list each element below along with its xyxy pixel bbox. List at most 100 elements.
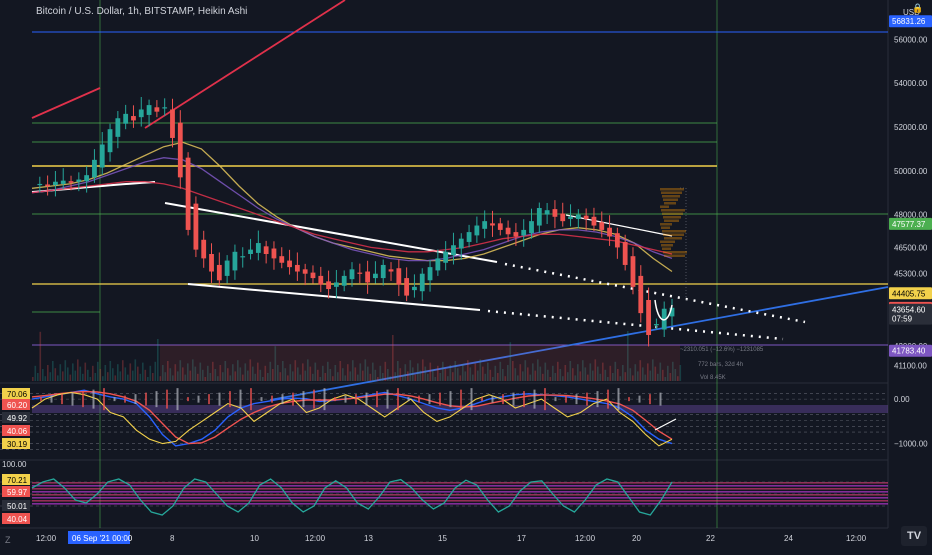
volume-profile-bar: [663, 198, 678, 201]
volume-bar: [362, 370, 364, 381]
volume-bar: [49, 372, 52, 381]
volume-bar: [124, 367, 127, 381]
candle: [92, 159, 97, 178]
volume-bar: [422, 359, 424, 381]
volume-bar: [489, 369, 492, 381]
candle: [482, 221, 488, 229]
volume-bar: [519, 364, 522, 381]
volume-profile-bar: [662, 247, 671, 250]
volume-bar: [389, 376, 392, 381]
candle: [380, 264, 386, 279]
osc-histogram-bar: [628, 397, 630, 402]
volume-bar: [62, 371, 64, 381]
volume-bar: [202, 369, 204, 381]
volume-bar: [344, 375, 347, 381]
rsi-band: [32, 494, 888, 496]
volume-bar: [574, 375, 577, 381]
volume-bar: [614, 361, 617, 381]
white-trend-line: [164, 202, 498, 263]
candle: [638, 275, 644, 314]
volume-profile-bar: [664, 237, 682, 240]
osc-histogram-bar: [82, 391, 84, 408]
rsi-left-tag: [2, 486, 30, 497]
volume-bar: [354, 367, 357, 381]
candle: [552, 209, 558, 217]
candle: [310, 272, 316, 279]
volume-bar: [282, 361, 284, 381]
volume-bar: [139, 373, 142, 381]
osc-left-label: 70.06: [7, 390, 28, 399]
volume-bar: [649, 370, 652, 381]
volume-bar: [324, 373, 327, 381]
price-tag-label: 07:59: [892, 315, 913, 324]
candle: [201, 239, 207, 259]
candle: [341, 275, 347, 286]
osc-histogram-bar: [638, 395, 641, 403]
volume-bar: [159, 376, 162, 381]
volume-bar: [374, 369, 377, 381]
volume-bar: [269, 361, 272, 381]
volume-bar: [427, 373, 429, 381]
volume-profile-bar: [661, 191, 682, 194]
osc-histogram-bar: [145, 392, 147, 406]
rsi-band: [32, 488, 888, 490]
volume-bar: [677, 376, 679, 381]
volume-profile-bar: [662, 195, 680, 198]
volume-bar: [214, 369, 217, 381]
measure-annotation: Vol 8.45K: [700, 375, 726, 381]
x-tick-label: 17: [517, 534, 526, 543]
volume-bar: [619, 376, 622, 381]
candle: [185, 157, 191, 230]
timezone-icon[interactable]: Z: [5, 535, 11, 545]
volume-bar: [289, 364, 292, 381]
rsi-left-tag: [2, 513, 30, 524]
osc-histogram-bar: [166, 389, 168, 409]
candle: [248, 249, 253, 254]
currency-label[interactable]: USD: [903, 8, 920, 17]
volume-bar: [79, 366, 82, 381]
volume-bar: [209, 373, 212, 381]
y-tick-label: 46500.00: [894, 243, 928, 252]
volume-bar: [249, 359, 252, 381]
volume-bar: [87, 369, 89, 381]
osc-histogram-bar: [176, 388, 179, 411]
volume-bar: [42, 369, 44, 381]
volume-bar: [467, 360, 469, 381]
volume-bar: [97, 361, 99, 381]
osc-histogram-bar: [659, 392, 662, 406]
osc-histogram-bar: [523, 391, 525, 408]
candle: [146, 105, 152, 115]
candle: [45, 184, 51, 187]
osc-histogram-bar: [533, 389, 536, 409]
rsi-left-label: 40.04: [7, 515, 28, 524]
volume-bar: [584, 367, 587, 381]
candle: [568, 216, 573, 219]
osc-histogram-bar: [208, 394, 210, 405]
candle: [529, 221, 534, 234]
candle: [193, 203, 199, 250]
volume-bar: [457, 368, 459, 381]
volume-bar: [572, 368, 574, 381]
osc-left-label: 60.20: [7, 401, 28, 410]
volume-bar: [522, 371, 524, 381]
volume-bar: [72, 363, 74, 381]
volume-bar: [672, 361, 674, 381]
rsi-left-label: 59.97: [7, 488, 28, 497]
volume-bar: [444, 369, 447, 381]
volume-bar: [242, 374, 244, 381]
osc-histogram-bar: [586, 392, 588, 406]
volume-bar: [424, 366, 427, 381]
candle: [544, 210, 550, 215]
volume-bar: [309, 366, 312, 381]
candle: [404, 278, 410, 296]
volume-bar: [419, 370, 422, 381]
volume-bar: [484, 373, 487, 381]
lock-icon[interactable]: 🔒: [912, 3, 924, 13]
osc-histogram-bar: [397, 388, 399, 411]
rsi-left-label: 50.01: [7, 502, 28, 511]
volume-bar: [569, 361, 572, 381]
volume-bar: [524, 360, 527, 381]
volume-bar: [364, 359, 367, 381]
